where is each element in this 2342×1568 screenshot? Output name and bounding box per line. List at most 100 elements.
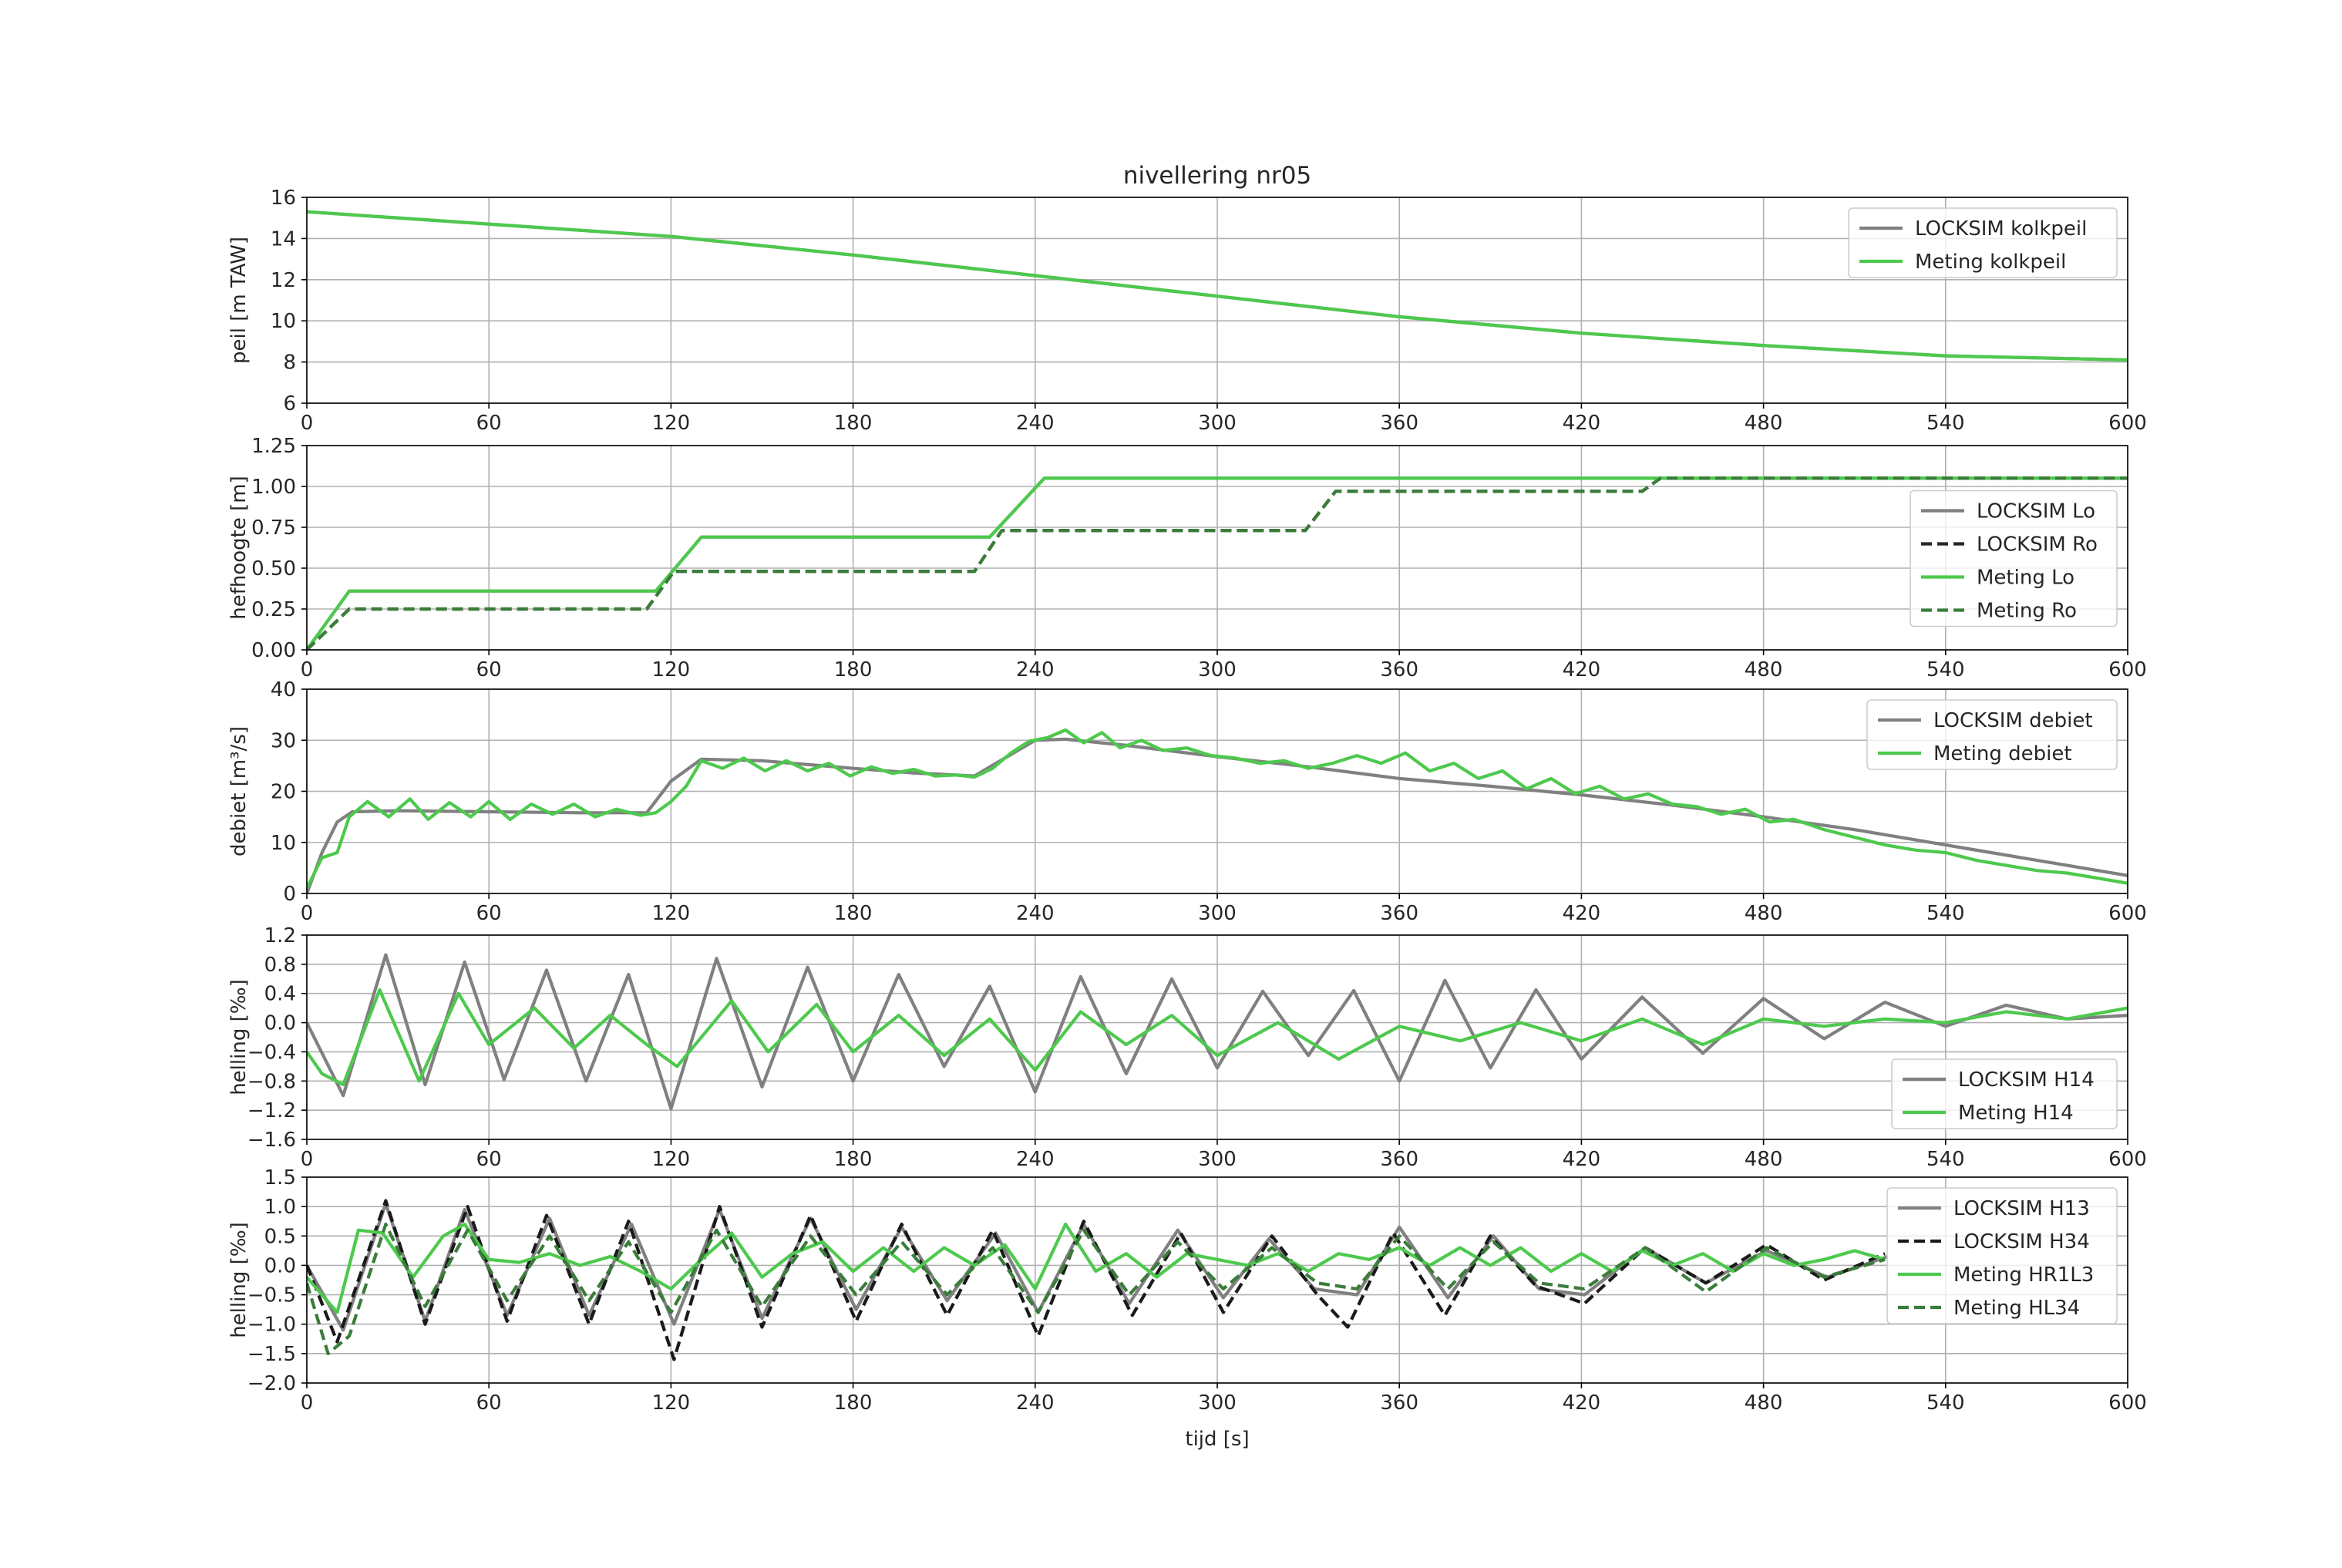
series-line-meting-debiet <box>307 728 2128 890</box>
legend: LOCKSIM Lo LOCKSIM Ro Meting Lo Meting Ro <box>1910 490 2118 628</box>
legend: LOCKSIM kolkpeil Meting kolkpeil <box>1848 207 2118 278</box>
series-group <box>307 953 2128 1111</box>
y-tick-label: −1.2 <box>247 1099 296 1122</box>
y-tick-label: 10 <box>271 832 296 855</box>
legend-label: Meting Lo <box>1977 567 2074 590</box>
x-tick-label: 600 <box>2108 902 2147 925</box>
x-tick-label: 540 <box>1926 1391 1965 1415</box>
y-tick-label: 1.2 <box>264 924 296 947</box>
y-tick-label: 0.0 <box>264 1012 296 1035</box>
y-tick-label: 14 <box>271 227 296 251</box>
x-tick-label: 60 <box>476 1391 502 1415</box>
x-tick-label: 180 <box>834 1391 873 1415</box>
x-tick-label: 120 <box>652 902 691 925</box>
x-tick-label: 60 <box>476 902 502 925</box>
series-line-meting-ro <box>307 476 2128 650</box>
y-tick-label: 20 <box>271 781 296 804</box>
x-tick-label: 0 <box>301 658 314 681</box>
y-tick-label: −0.8 <box>247 1070 296 1093</box>
panel-2: 0 60 120 180 240 300 360 420 480 540 600 0.00 0.25 0.… <box>227 435 2147 681</box>
panel-3: 0 60 120 180 240 300 360 420 480 540 600 0 10 20 30 40 d… <box>227 678 2147 925</box>
x-tick-label: 360 <box>1380 412 1418 435</box>
y-tick-label: 30 <box>271 729 296 752</box>
legend-label: LOCKSIM kolkpeil <box>1915 217 2087 241</box>
x-tick-label: 360 <box>1380 658 1418 681</box>
x-tick-label: 60 <box>476 1148 502 1171</box>
series-group <box>307 210 2128 362</box>
y-tick-label: 0.8 <box>264 954 296 977</box>
x-tick-label: 0 <box>301 1391 314 1415</box>
y-tick-label: 0.00 <box>251 639 296 662</box>
x-tick-label: 240 <box>1016 1391 1055 1415</box>
x-tick-label: 540 <box>1926 412 1965 435</box>
y-tick-label: −0.5 <box>247 1284 296 1307</box>
x-tick-label: 600 <box>2108 1391 2147 1415</box>
legend-label: LOCKSIM H13 <box>1953 1197 2090 1220</box>
x-tick-label: 300 <box>1198 412 1237 435</box>
x-tick-label: 240 <box>1016 1148 1055 1171</box>
legend: LOCKSIM debiet Meting debiet <box>1866 699 2118 770</box>
x-tick-label: 420 <box>1563 412 1601 435</box>
y-tick-label: −2.0 <box>247 1372 296 1395</box>
x-tick-label: 300 <box>1198 1391 1237 1415</box>
x-tick-label: 300 <box>1198 1148 1237 1171</box>
x-tick-label: 240 <box>1016 658 1055 681</box>
legend: LOCKSIM H13 LOCKSIM H34 Meting HR1L3 Meting… <box>1886 1187 2118 1324</box>
y-tick-label: 10 <box>271 310 296 333</box>
y-axis-label: helling [‰] <box>227 979 251 1095</box>
y-tick-label: 0.25 <box>251 598 296 621</box>
x-tick-label: 420 <box>1563 902 1601 925</box>
series-line-meting-h14 <box>307 988 2128 1087</box>
x-tick-label: 60 <box>476 412 502 435</box>
x-tick-label: 360 <box>1380 902 1418 925</box>
series-group <box>307 1199 1889 1361</box>
legend-box <box>1848 207 2118 278</box>
x-tick-label: 0 <box>301 902 314 925</box>
series-line-meting-lo <box>307 476 2128 650</box>
x-tick-label: 300 <box>1198 658 1237 681</box>
y-tick-label: 1.00 <box>251 476 296 499</box>
x-tick-label: 480 <box>1745 658 1783 681</box>
y-tick-label: −1.6 <box>247 1129 296 1152</box>
legend-label: LOCKSIM Ro <box>1977 533 2098 557</box>
x-tick-label: 480 <box>1745 1391 1783 1415</box>
x-tick-label: 180 <box>834 412 873 435</box>
x-tick-label: 480 <box>1745 902 1783 925</box>
x-tick-label: 60 <box>476 658 502 681</box>
y-tick-label: 6 <box>283 392 296 416</box>
legend-label: LOCKSIM debiet <box>1933 709 2093 732</box>
x-tick-label: 0 <box>301 1148 314 1171</box>
x-tick-label: 240 <box>1016 902 1055 925</box>
series-line-locksim-h34 <box>307 1199 1886 1361</box>
legend-label: Meting H14 <box>1958 1102 2074 1125</box>
y-tick-label: −1.5 <box>247 1343 296 1366</box>
y-tick-label: 0.75 <box>251 516 296 540</box>
y-tick-label: 0.4 <box>264 983 296 1006</box>
series-line-locksim-h14 <box>307 953 2128 1111</box>
x-tick-label: 180 <box>834 658 873 681</box>
y-tick-label: 1.0 <box>264 1196 296 1219</box>
x-tick-label: 540 <box>1926 902 1965 925</box>
y-axis-label: hefhoogte [m] <box>227 476 251 620</box>
legend-label: Meting kolkpeil <box>1915 251 2066 274</box>
y-tick-label: 16 <box>271 187 296 210</box>
x-axis-label: tijd [s] <box>1185 1428 1249 1451</box>
x-tick-label: 0 <box>301 412 314 435</box>
y-tick-label: 0.5 <box>264 1225 296 1248</box>
y-tick-label: −0.4 <box>247 1041 296 1064</box>
x-tick-label: 360 <box>1380 1391 1418 1415</box>
x-tick-label: 300 <box>1198 902 1237 925</box>
series-group <box>307 476 2128 650</box>
y-tick-label: 0 <box>283 883 296 906</box>
legend-label: LOCKSIM H34 <box>1953 1230 2090 1253</box>
panel-4: 0 60 120 180 240 300 360 420 480 540 600 −1.6 −1.2 −0… <box>227 924 2147 1171</box>
y-tick-label: 12 <box>271 269 296 292</box>
series-line-meting-hl34 <box>307 1222 1886 1355</box>
y-tick-label: 40 <box>271 678 296 702</box>
x-tick-label: 540 <box>1926 658 1965 681</box>
x-tick-label: 420 <box>1563 1148 1601 1171</box>
x-tick-label: 180 <box>834 1148 873 1171</box>
chart-title: nivellering nr05 <box>1123 162 1311 190</box>
y-tick-label: 8 <box>283 352 296 375</box>
